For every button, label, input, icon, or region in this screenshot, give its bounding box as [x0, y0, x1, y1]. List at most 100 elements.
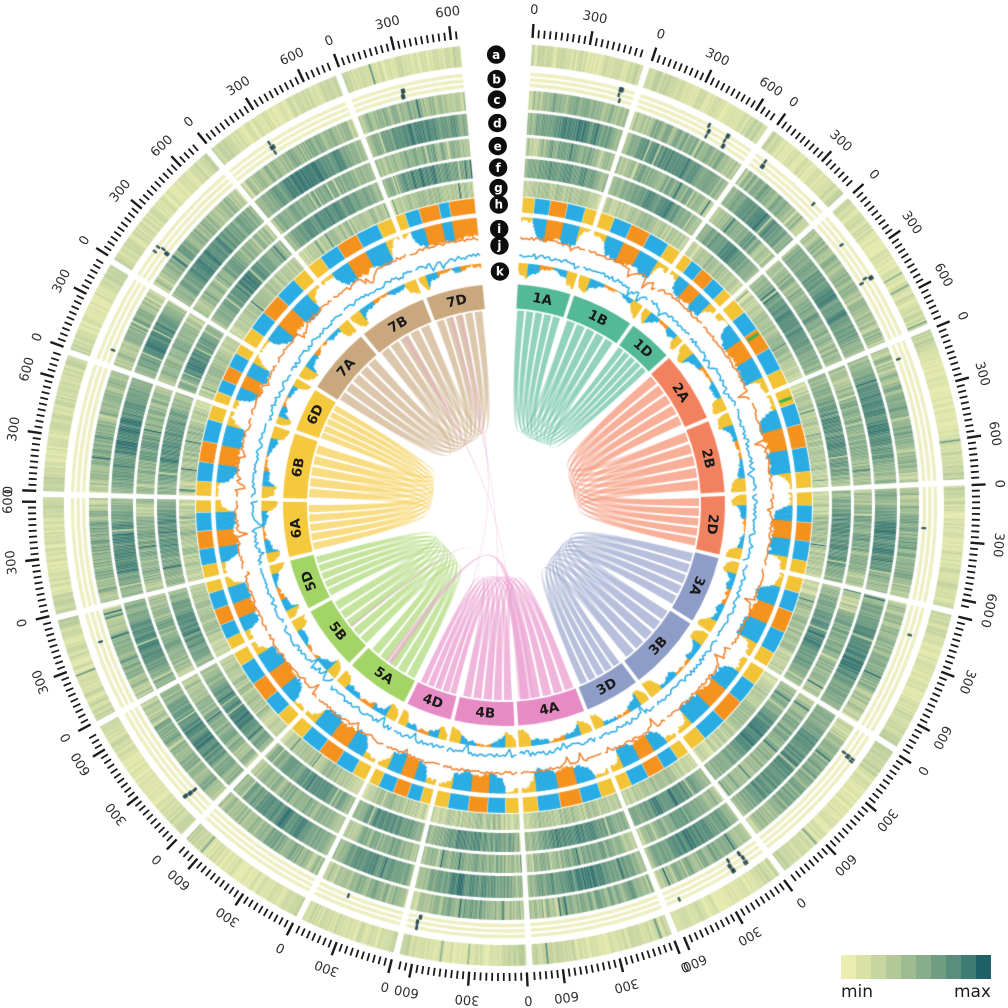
- axis-tick: [209, 872, 216, 881]
- tick-label-7B-0: 0: [181, 114, 197, 131]
- axis-tick: [956, 621, 966, 626]
- axis-tick: [187, 857, 199, 870]
- axis-tick: [764, 892, 771, 901]
- axis-tick: [857, 810, 865, 818]
- axis-tick: [403, 962, 408, 971]
- axis-tick: [179, 155, 186, 163]
- axis-tick: [165, 838, 178, 851]
- chromosome-label-6D: 6D: [304, 402, 327, 427]
- axis-tick: [187, 854, 194, 862]
- axis-tick: [650, 47, 658, 62]
- axis-tick: [964, 587, 973, 591]
- axis-tick: [537, 30, 540, 39]
- axis-tick: [898, 754, 912, 765]
- axis-tick: [257, 905, 264, 914]
- axis-tick: [304, 71, 310, 80]
- axis-tick: [963, 412, 972, 416]
- chromosome-label-3B: 3B: [646, 633, 671, 658]
- track-label-j: j: [496, 239, 501, 253]
- axis-tick: [600, 39, 604, 48]
- axis-tick: [415, 964, 419, 974]
- axis-tick: [120, 782, 128, 789]
- axis-tick: [315, 67, 321, 76]
- axis-tick: [30, 552, 39, 556]
- tick-label-2A-300: 300: [898, 208, 924, 237]
- axis-tick: [385, 43, 390, 52]
- axis-tick: [31, 442, 41, 446]
- axis-tick: [628, 46, 633, 55]
- axis-tick: [134, 800, 143, 807]
- axis-tick: [833, 835, 841, 843]
- legend-min-label: min: [841, 982, 874, 1002]
- axis-tick: [683, 65, 689, 74]
- axis-tick: [790, 128, 797, 136]
- track-label-circle-d: [488, 113, 507, 133]
- axis-tick: [214, 125, 221, 134]
- axis-tick: [242, 896, 249, 905]
- axis-tick: [704, 69, 713, 84]
- axis-tick: [330, 941, 338, 956]
- axis-tick: [934, 687, 943, 692]
- axis-tick: [327, 939, 333, 948]
- axis-tick: [70, 697, 79, 703]
- legend-swatch-1: [841, 955, 856, 979]
- tick-label-3B-0: 0: [914, 763, 931, 778]
- axis-tick: [640, 951, 646, 961]
- axis-tick: [845, 179, 853, 187]
- axis-tick: [402, 39, 407, 48]
- axis-tick: [30, 454, 39, 458]
- track-label-circle-c: [487, 90, 507, 109]
- axis-tick: [759, 896, 766, 904]
- axis-tick: [694, 70, 699, 79]
- axis-tick: [355, 949, 360, 958]
- axis-tick: [53, 654, 62, 660]
- tick-label-7D-300: 300: [374, 13, 402, 33]
- axis-tick: [825, 158, 833, 167]
- axis-tick: [64, 321, 73, 327]
- track-label-circle-b: [487, 69, 506, 89]
- axis-tick: [46, 632, 55, 637]
- axis-tick: [803, 139, 811, 147]
- tick-label-7D-600: 600: [435, 4, 461, 22]
- tick-label-7B-600: 600: [278, 45, 307, 69]
- chromosome-label-7A: 7A: [334, 355, 359, 381]
- axis-tick: [51, 649, 60, 654]
- axis-tick: [44, 379, 53, 384]
- axis-tick: [321, 64, 326, 73]
- axis-tick: [554, 31, 558, 40]
- tick-label-1B-0: 0: [654, 26, 667, 43]
- axis-tick: [915, 278, 924, 284]
- axis-tick: [377, 956, 382, 965]
- axis-tick: [960, 604, 970, 609]
- tick-label-4B-0: 0: [524, 992, 533, 1007]
- track-label-circle-i: [489, 219, 509, 239]
- axis-tick: [223, 883, 230, 891]
- axis-tick: [820, 150, 833, 163]
- axis-tick: [673, 940, 681, 955]
- tick-label-5A-0: 0: [274, 939, 288, 956]
- axis-tick: [76, 294, 85, 300]
- axis-tick: [238, 108, 245, 117]
- axis-tick: [960, 401, 969, 405]
- axis-tick: [228, 115, 235, 124]
- axis-tick: [425, 35, 429, 44]
- axis-tick: [816, 851, 824, 859]
- axis-tick: [951, 367, 961, 372]
- axis-tick: [958, 389, 967, 394]
- axis-tick: [812, 855, 820, 863]
- axis-tick: [821, 847, 828, 855]
- axis-tick: [123, 786, 132, 794]
- axis-tick: [192, 144, 199, 152]
- axis-tick: [688, 67, 694, 76]
- axis-tick: [825, 843, 837, 856]
- track-label-g: g: [494, 181, 503, 195]
- tick-label-1B-300: 300: [703, 46, 732, 70]
- tick-label-2B-300: 300: [971, 360, 992, 388]
- track-label-f: f: [495, 161, 501, 175]
- axis-tick: [61, 326, 71, 332]
- axis-tick: [889, 769, 897, 776]
- axis-tick: [40, 609, 49, 614]
- axis-tick: [622, 44, 627, 53]
- tick-label-5B-0: 0: [149, 851, 165, 868]
